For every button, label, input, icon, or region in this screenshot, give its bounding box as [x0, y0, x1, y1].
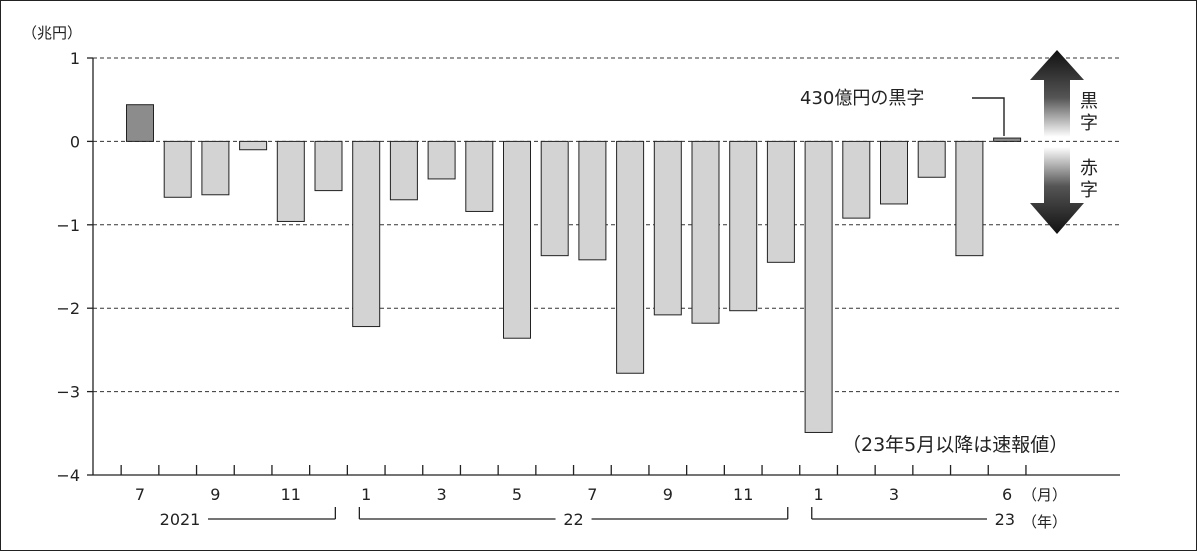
bar-15 — [691, 140, 720, 324]
bar-6 — [352, 140, 381, 328]
deficit-arrow — [1030, 147, 1084, 234]
x-tick-label-7: 9 — [663, 485, 673, 504]
surplus-note: 430億円の黒字 — [800, 88, 924, 109]
surplus-arrow-label-2: 字 — [1080, 113, 1098, 134]
preliminary-note: （23年5月以降は速報値） — [842, 434, 1068, 456]
x-tick-label-4: 3 — [437, 485, 447, 504]
x-tick-label-5: 5 — [512, 485, 522, 504]
axes — [87, 57, 1120, 476]
y-unit-label: （兆円） — [22, 24, 82, 42]
x-tick-label-1: 9 — [210, 485, 220, 504]
bar-12 — [578, 140, 607, 261]
bar-21 — [917, 140, 946, 178]
x-tick-label-2: 11 — [281, 485, 301, 504]
year-unit-label: （年） — [1022, 513, 1067, 531]
bar-16 — [729, 140, 758, 312]
x-tick-labels: 7 9 11 1 3 5 7 9 11 1 3 6 — [135, 485, 1012, 504]
x-tick-label-0: 7 — [135, 485, 145, 504]
bar-8 — [427, 140, 456, 180]
y-tick-labels: 1 0 −1 −2 −3 −4 — [56, 49, 80, 485]
surplus-arrow — [1030, 50, 1084, 137]
bars — [126, 104, 1022, 433]
bar-20 — [880, 140, 908, 205]
y-tick-label-1: 0 — [70, 132, 80, 151]
bar-0 — [126, 104, 154, 142]
surplus-leader-line — [972, 97, 1005, 136]
y-tick-label-3: −2 — [56, 299, 80, 318]
bar-2 — [201, 140, 230, 196]
bar-10 — [503, 140, 531, 339]
year-brackets: 2021 22 23 — [160, 507, 1015, 529]
bar-9 — [465, 140, 494, 212]
bar-1 — [163, 140, 192, 198]
y-tick-label-5: −4 — [56, 466, 80, 485]
surplus-arrow-label-1: 黒 — [1080, 91, 1098, 112]
bar-3 — [239, 140, 268, 151]
x-tick-label-3: 1 — [361, 485, 371, 504]
bar-22 — [955, 140, 984, 257]
year-label-2: 23 — [995, 510, 1015, 529]
month-unit-label: （月） — [1022, 486, 1067, 504]
bar-18 — [804, 140, 833, 433]
x-tick-label-11: 6 — [1002, 485, 1012, 504]
x-tick-label-6: 7 — [587, 485, 597, 504]
bar-19 — [842, 140, 871, 219]
deficit-arrow-label-1: 赤 — [1080, 158, 1098, 179]
bar-7 — [389, 140, 418, 201]
y-tick-label-2: −1 — [56, 216, 80, 235]
year-label-0: 2021 — [160, 510, 201, 529]
x-tick-label-8: 11 — [733, 485, 753, 504]
bar-4 — [276, 140, 305, 222]
y-tick-label-4: −3 — [56, 383, 80, 402]
y-tick-label-0: 1 — [70, 49, 80, 68]
x-tick-label-9: 1 — [814, 485, 824, 504]
bar-14 — [653, 140, 682, 316]
bar-17 — [766, 140, 795, 263]
bar-5 — [314, 140, 343, 192]
bar-13 — [616, 140, 645, 374]
deficit-arrow-label-2: 字 — [1080, 180, 1098, 201]
bar-11 — [540, 140, 569, 257]
x-tick-label-10: 3 — [889, 485, 899, 504]
year-label-1: 22 — [563, 510, 583, 529]
bar-23 — [993, 137, 1022, 142]
